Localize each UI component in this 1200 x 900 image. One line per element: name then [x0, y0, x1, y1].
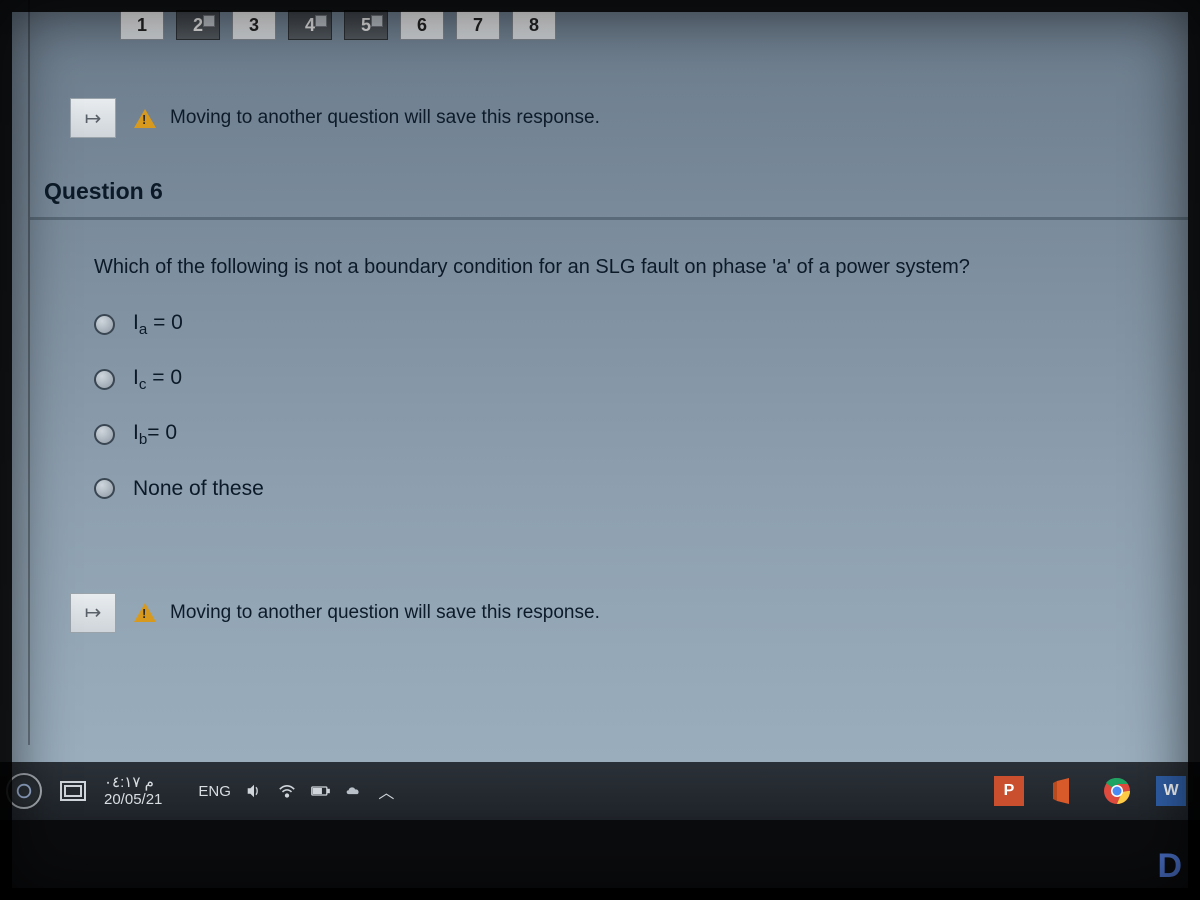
windows-taskbar: م ٠٤:١٧ 20/05/21 ENG ︿ P	[0, 762, 1200, 820]
option-label: Ic = 0	[133, 366, 182, 393]
powerpoint-icon[interactable]: P	[994, 776, 1024, 806]
radio-icon[interactable]	[94, 314, 115, 335]
onedrive-icon[interactable]	[344, 782, 363, 801]
radio-icon[interactable]	[94, 424, 115, 445]
question-nav: 1 2 3 4 5 6 7 8	[30, 0, 1188, 40]
qnav-item-3[interactable]: 3	[232, 10, 276, 40]
option-1[interactable]: Ia = 0	[94, 297, 1168, 352]
option-4[interactable]: None of these	[94, 463, 1168, 515]
question-header: Question 6	[30, 172, 1188, 220]
monitor-bezel: D	[0, 820, 1200, 900]
qnav-item-5[interactable]: 5	[344, 10, 388, 40]
radio-icon[interactable]	[94, 369, 115, 390]
arrow-right-icon: ↦	[85, 106, 102, 131]
qnav-item-4[interactable]: 4	[288, 10, 332, 40]
option-label: None of these	[133, 477, 264, 501]
option-label: Ib= 0	[133, 421, 177, 448]
wifi-icon[interactable]	[278, 782, 297, 801]
chevron-up-icon[interactable]: ︿	[377, 782, 396, 801]
clock-date: 20/05/21	[104, 791, 162, 808]
office-icon[interactable]	[1048, 776, 1078, 806]
option-label: Ia = 0	[133, 311, 183, 338]
save-warning-text: Moving to another question will save thi…	[170, 107, 600, 129]
word-icon[interactable]: W	[1156, 776, 1186, 806]
arrow-right-icon: ↦	[85, 600, 102, 625]
speaker-icon[interactable]	[245, 782, 264, 801]
qnav-item-7[interactable]: 7	[456, 10, 500, 40]
save-warning-top: ↦ Moving to another question will save t…	[70, 98, 1188, 138]
qnav-item-1[interactable]: 1	[120, 10, 164, 40]
qnav-item-8[interactable]: 8	[512, 10, 556, 40]
option-3[interactable]: Ib= 0	[94, 407, 1168, 462]
question-prompt: Which of the following is not a boundary…	[94, 256, 1168, 279]
dell-logo: D	[1157, 847, 1184, 886]
save-warning-text: Moving to another question will save thi…	[170, 602, 600, 624]
quiz-panel: 1 2 3 4 5 6 7 8 ↦ Moving to another ques…	[28, 0, 1188, 745]
qnav-item-6[interactable]: 6	[400, 10, 444, 40]
question-body: Which of the following is not a boundary…	[30, 220, 1188, 515]
task-view-icon[interactable]	[60, 781, 86, 801]
nav-arrow-button[interactable]: ↦	[70, 593, 116, 633]
warning-icon	[134, 109, 156, 128]
cortana-icon[interactable]	[6, 773, 42, 809]
chrome-icon[interactable]	[1102, 776, 1132, 806]
save-warning-bottom: ↦ Moving to another question will save t…	[70, 593, 1188, 633]
radio-icon[interactable]	[94, 478, 115, 499]
battery-icon[interactable]	[311, 782, 330, 801]
taskbar-apps: P W	[994, 776, 1190, 806]
taskbar-clock[interactable]: م ٠٤:١٧ 20/05/21	[104, 774, 162, 809]
nav-arrow-button[interactable]: ↦	[70, 98, 116, 138]
option-2[interactable]: Ic = 0	[94, 352, 1168, 407]
qnav-item-2[interactable]: 2	[176, 10, 220, 40]
clock-time: م ٠٤:١٧	[104, 774, 162, 791]
warning-icon	[134, 603, 156, 622]
language-indicator[interactable]: ENG	[198, 783, 231, 800]
